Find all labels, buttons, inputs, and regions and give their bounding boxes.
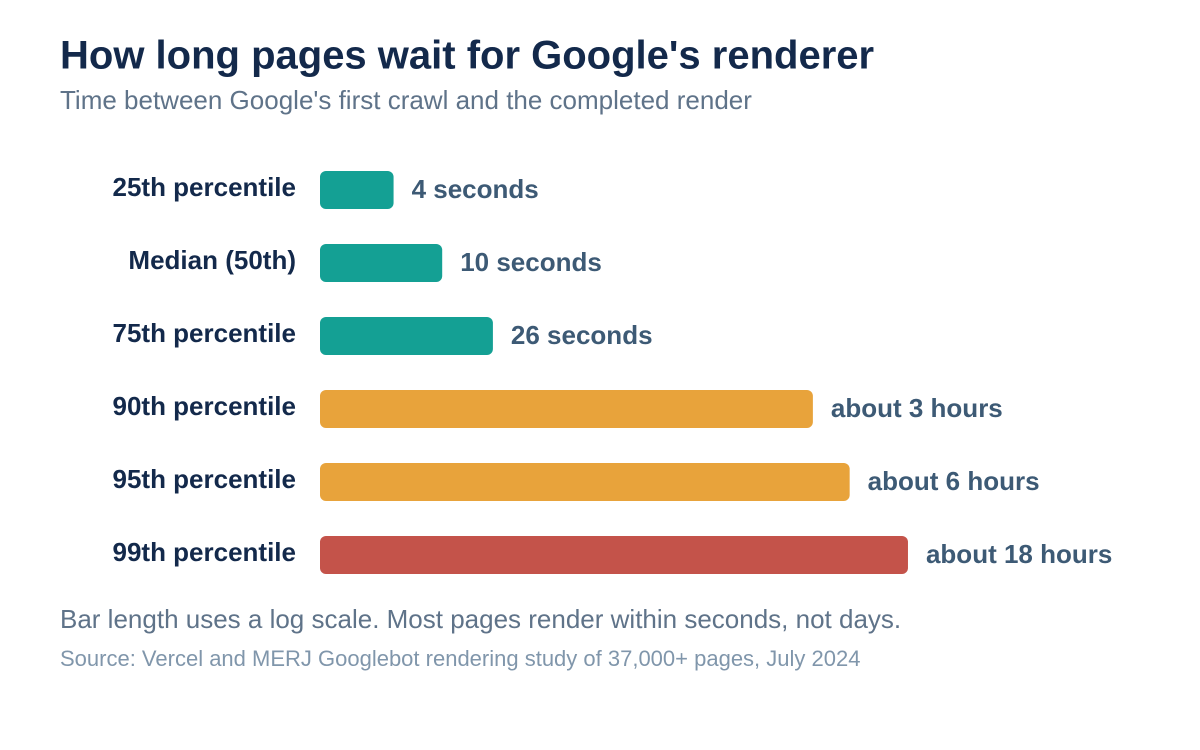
bar <box>320 317 493 355</box>
chart-title: How long pages wait for Google's rendere… <box>60 34 874 78</box>
value-label: 10 seconds <box>460 247 602 277</box>
value-label: about 3 hours <box>831 393 1003 423</box>
bar <box>320 390 813 428</box>
value-label: 26 seconds <box>511 320 653 350</box>
chart-source: Source: Vercel and MERJ Googlebot render… <box>60 646 860 671</box>
value-label: about 6 hours <box>868 466 1040 496</box>
bar <box>320 171 394 209</box>
category-label: 95th percentile <box>112 464 296 494</box>
category-label: 25th percentile <box>112 172 296 202</box>
chart-note: Bar length uses a log scale. Most pages … <box>60 604 901 634</box>
category-label: 75th percentile <box>112 318 296 348</box>
category-label: 99th percentile <box>112 537 296 567</box>
value-label: 4 seconds <box>412 174 539 204</box>
bar <box>320 536 908 574</box>
chart-subtitle: Time between Google's first crawl and th… <box>60 85 752 115</box>
bar <box>320 244 443 282</box>
category-label: Median (50th) <box>128 245 296 275</box>
bar <box>320 463 850 501</box>
value-label: about 18 hours <box>926 539 1112 569</box>
category-label: 90th percentile <box>112 391 296 421</box>
